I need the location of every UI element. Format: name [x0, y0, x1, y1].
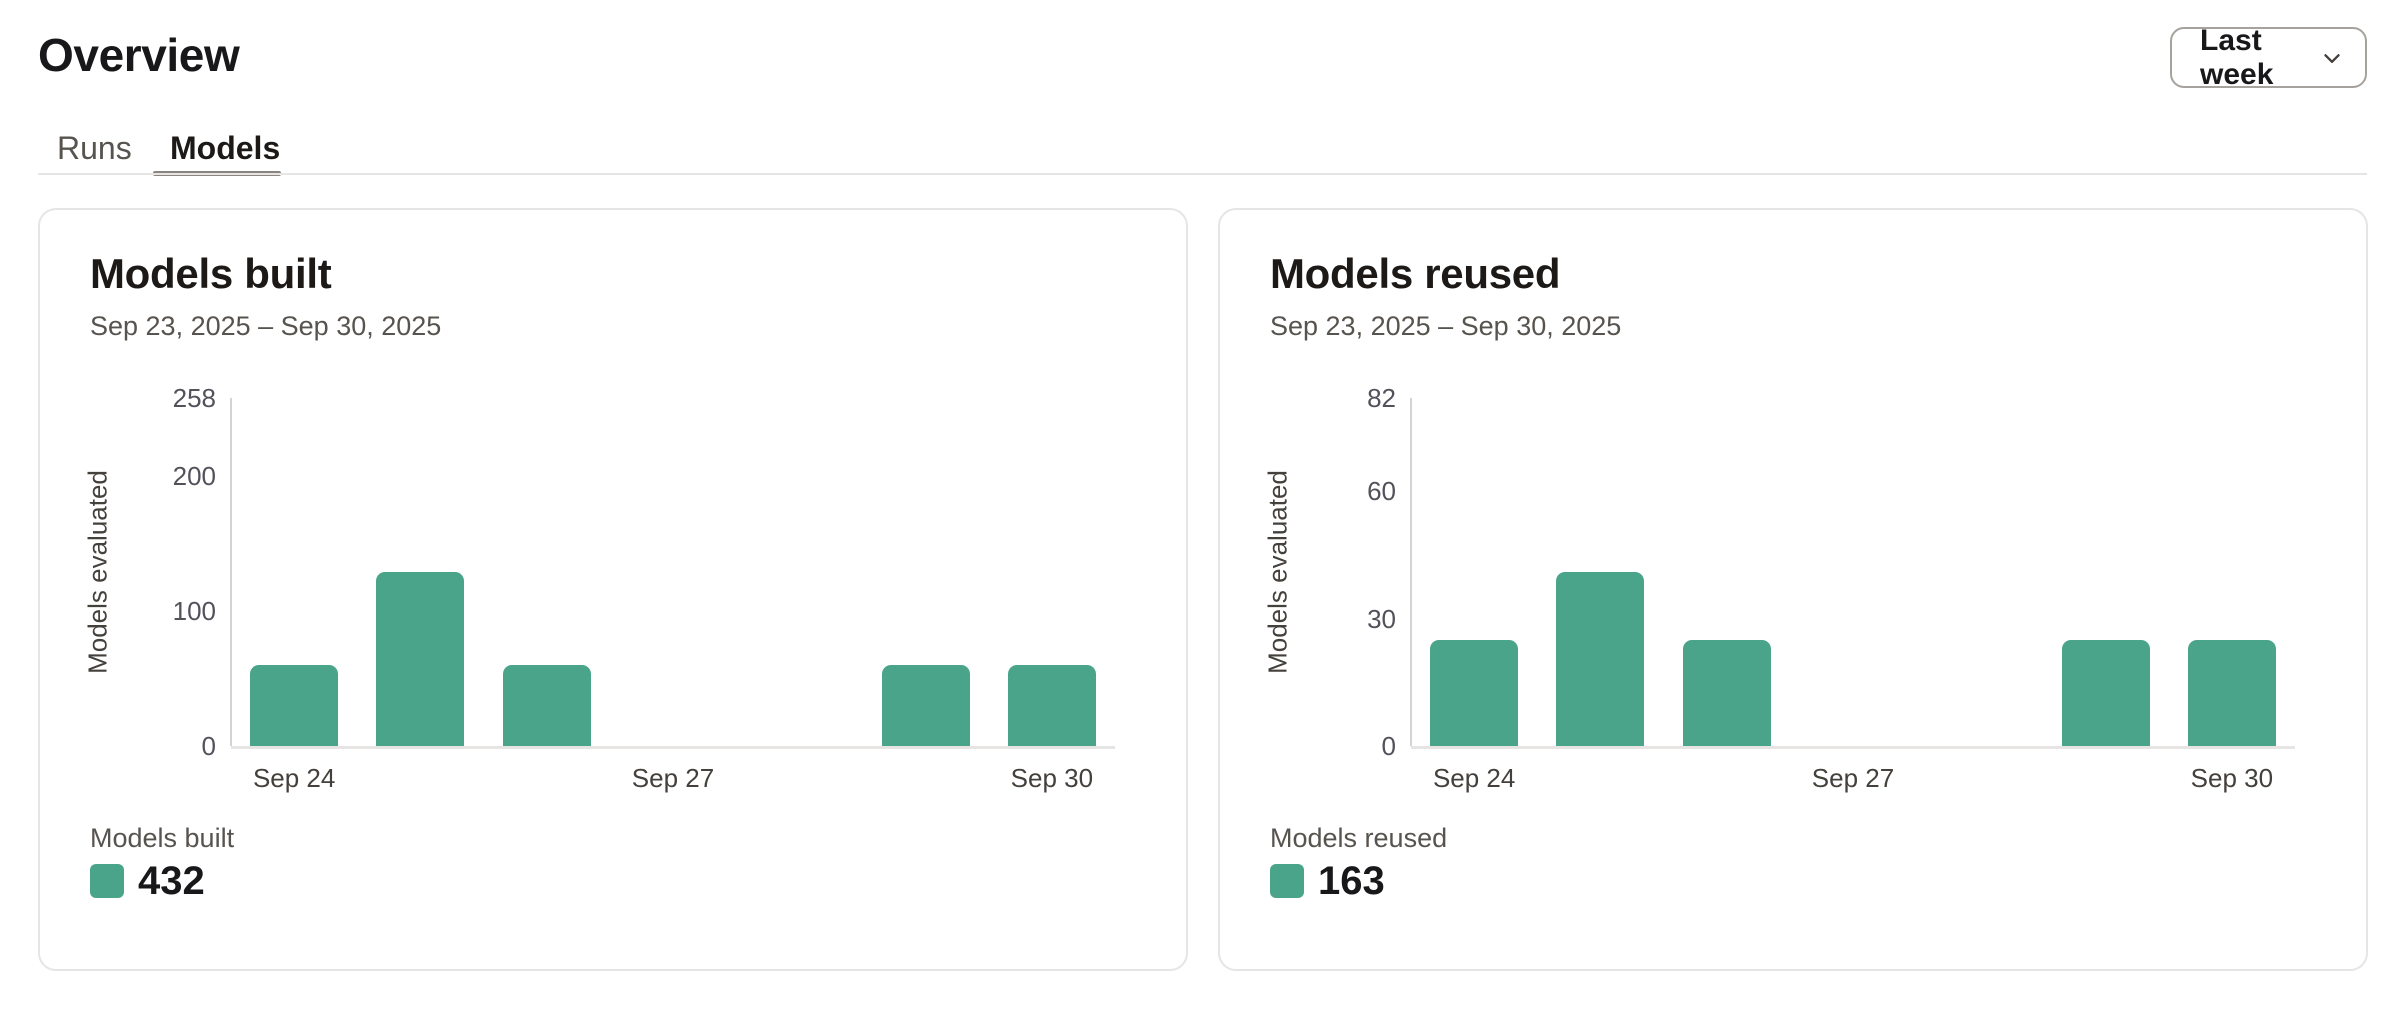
y-tick-label: 0 [1381, 731, 1396, 761]
y-tick-label: 60 [1367, 476, 1396, 507]
models-reused-bar-chart: 0 30 60 82 Models evaluated Sep 24 Sep 27 Sep 3… [1220, 210, 2366, 969]
y-tick-label: 30 [1367, 603, 1396, 634]
tab-models[interactable]: Models [170, 130, 281, 166]
models-reused-card: Models reused Sep 23, 2025 – Sep 30, 202… [1218, 208, 2368, 971]
x-tick-label: Sep 27 [631, 763, 715, 793]
y-tick-label: 100 [172, 596, 216, 627]
y-axis-line [230, 398, 232, 746]
card-date-range: Sep 23, 2025 – Sep 30, 2025 [90, 311, 442, 341]
y-axis-line [1410, 398, 1412, 746]
y-axis-title: Models evaluated [1262, 470, 1293, 674]
x-tick-label: Sep 24 [1432, 763, 1516, 793]
card-title: Models reused [1270, 250, 1561, 297]
bar[interactable] [1007, 665, 1096, 746]
legend-value: 163 [1318, 859, 1385, 903]
x-tick-label: Sep 30 [1010, 763, 1094, 793]
legend-swatch [1270, 864, 1304, 898]
bar[interactable] [502, 665, 591, 746]
x-tick-label: Sep 30 [2190, 763, 2274, 793]
models-built-bar-chart: 0 100 200 258 Models evaluated Sep 24 Sep 27 Se… [40, 210, 1186, 969]
x-tick-label: Sep 24 [252, 763, 336, 793]
y-tick-label: 200 [172, 461, 216, 492]
bar[interactable] [1430, 639, 1519, 746]
range-selector-label: Last week [2200, 23, 2274, 91]
y-axis-title: Models evaluated [82, 470, 113, 674]
legend-value: 432 [138, 859, 205, 903]
bar[interactable] [2061, 639, 2150, 746]
bar[interactable] [376, 572, 465, 746]
x-axis-line [231, 746, 1115, 749]
tab-runs[interactable]: Runs [57, 130, 132, 166]
bar[interactable] [1682, 639, 1771, 746]
range-selector-button[interactable]: Last week [2170, 24, 2367, 91]
tabs-divider [38, 173, 2367, 175]
x-axis-line [1411, 746, 2295, 749]
legend-label: Models reused [1270, 823, 1448, 853]
x-tick-label: Sep 27 [1811, 763, 1895, 793]
page-title: Overview [38, 29, 240, 81]
bar[interactable] [881, 665, 970, 746]
bar[interactable] [2187, 639, 2276, 746]
bar[interactable] [250, 665, 339, 746]
chevron-down-icon [2319, 45, 2345, 71]
legend-swatch [90, 864, 124, 898]
bar[interactable] [1556, 572, 1645, 746]
card-title: Models built [90, 250, 332, 297]
models-built-card: Models built Sep 23, 2025 – Sep 30, 2025… [38, 208, 1188, 971]
y-tick-label: 82 [1367, 383, 1396, 413]
card-date-range: Sep 23, 2025 – Sep 30, 2025 [1270, 311, 1622, 341]
y-tick-label: 258 [172, 383, 216, 413]
legend-label: Models built [90, 823, 235, 853]
y-tick-label: 0 [201, 731, 216, 761]
